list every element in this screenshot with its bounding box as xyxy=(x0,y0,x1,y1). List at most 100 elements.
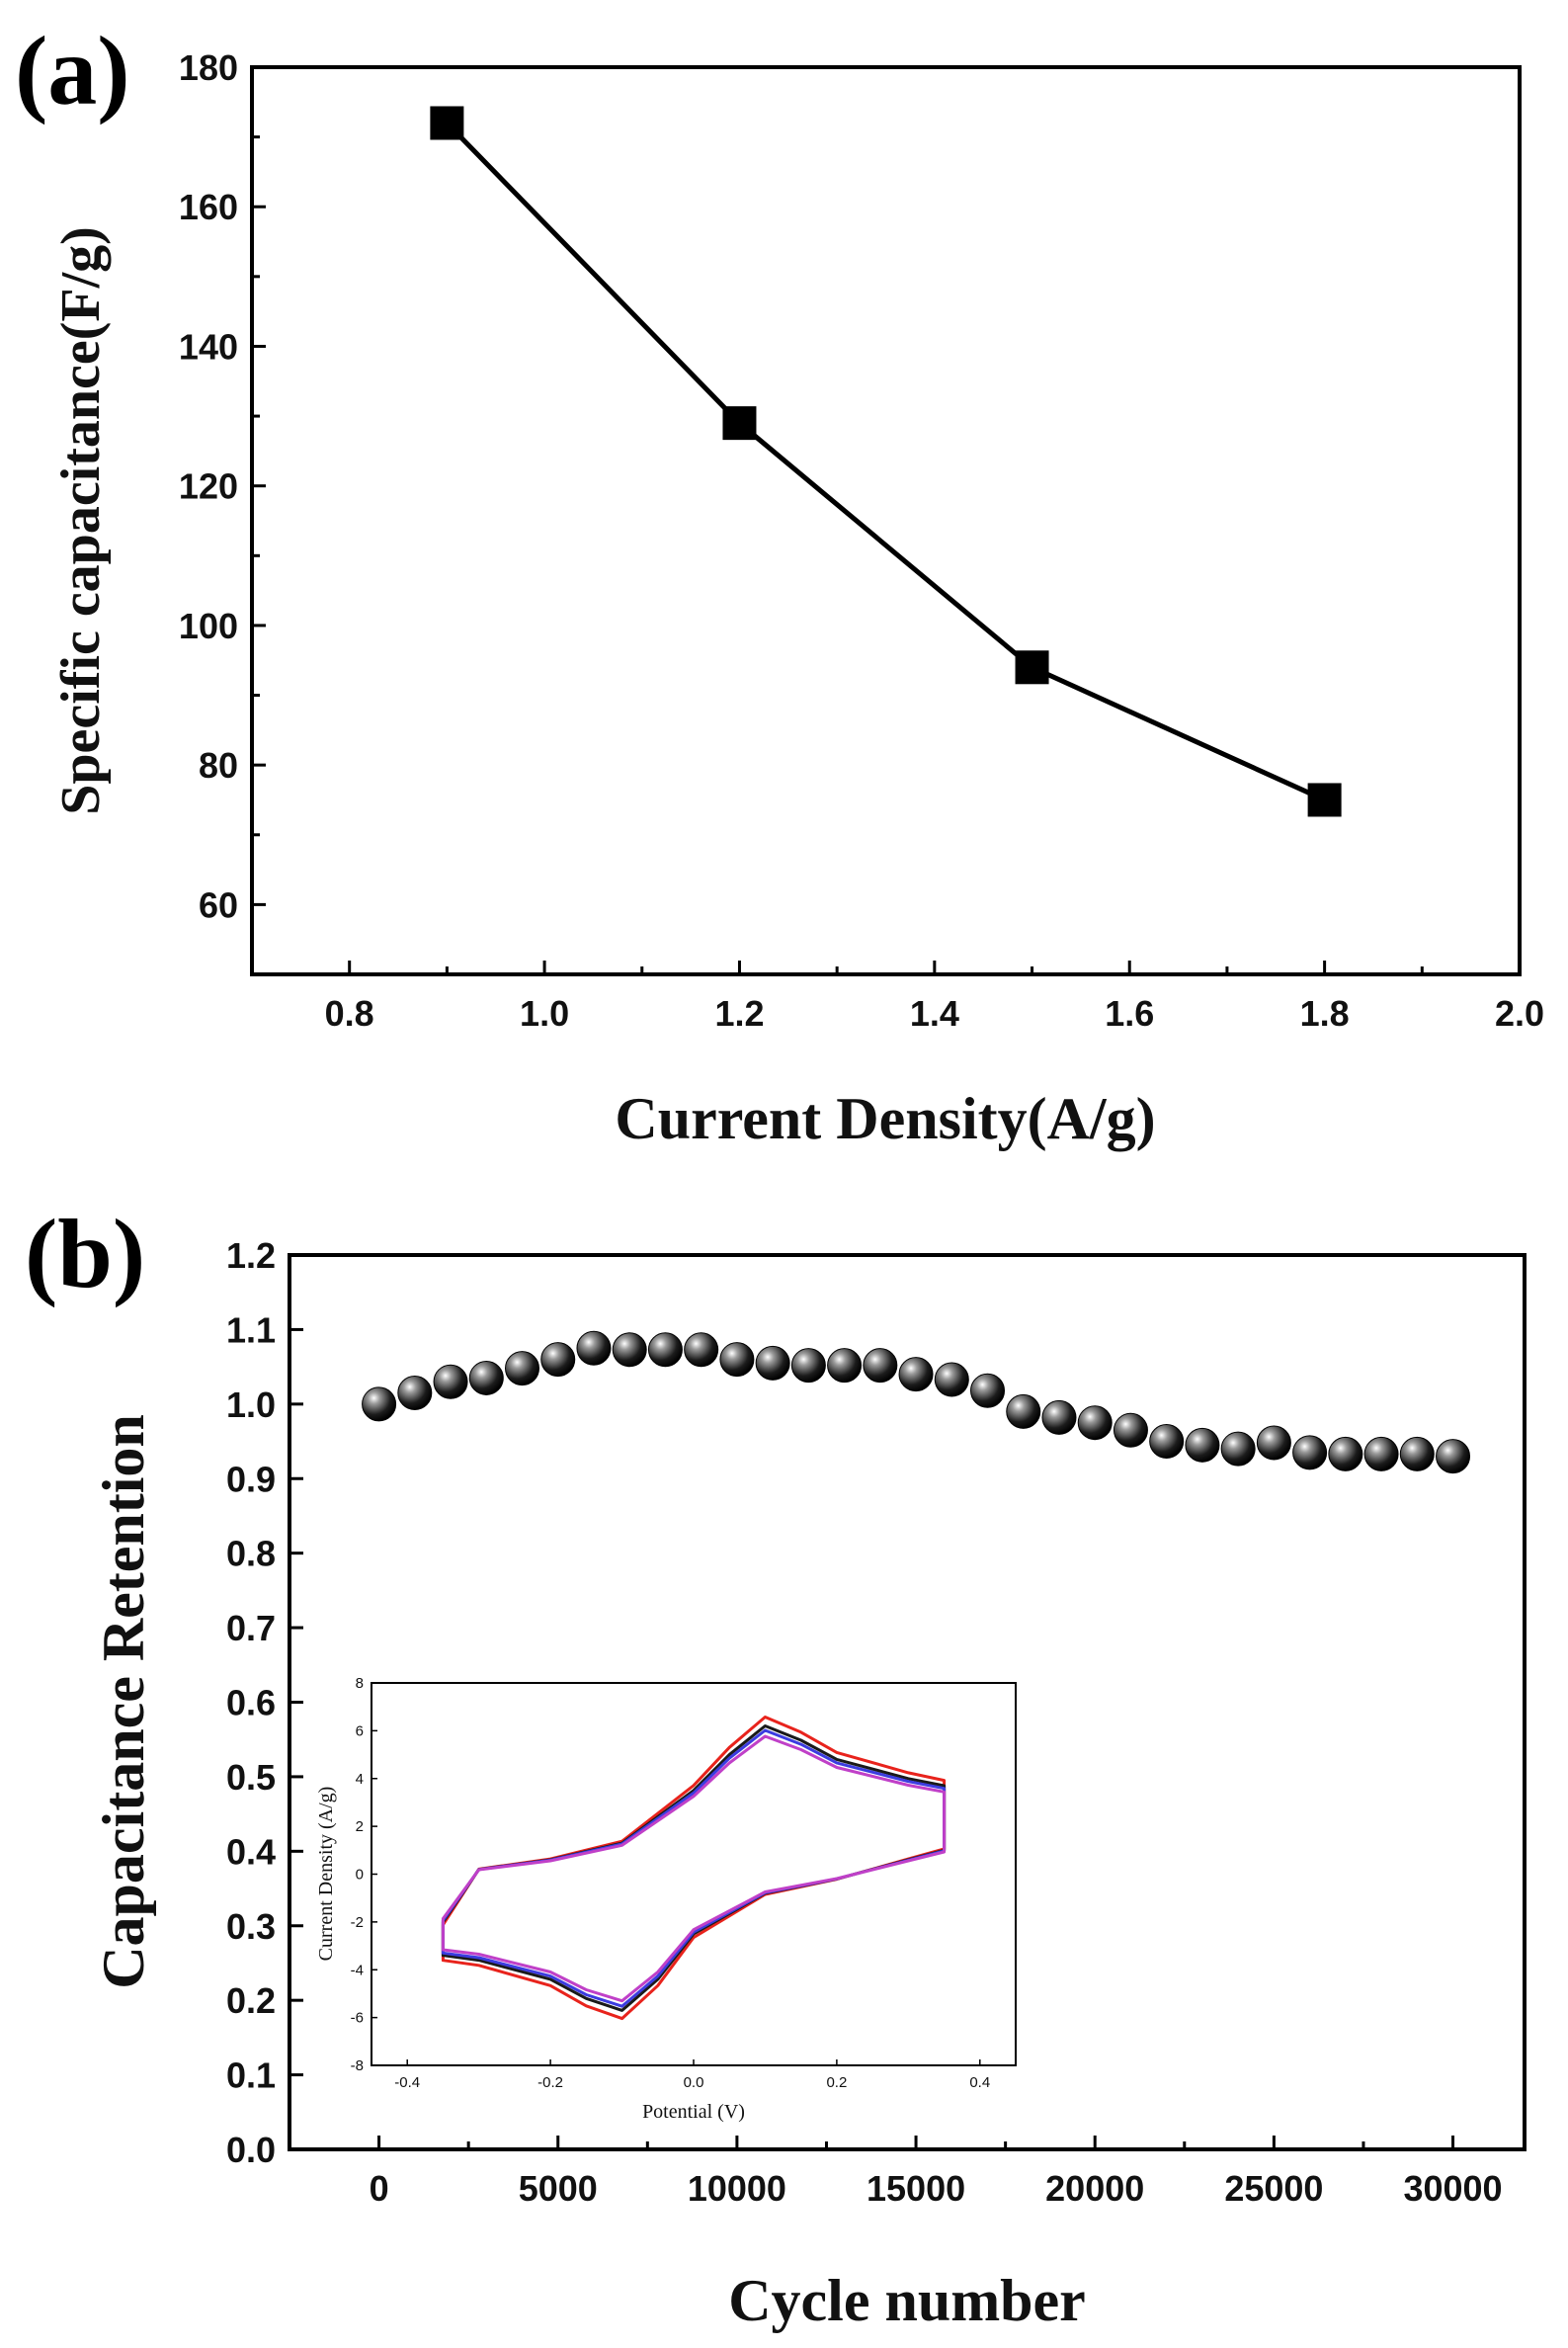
panel-b-y-tick-label: 1.2 xyxy=(226,1235,276,1276)
inset-y-tick-label: -4 xyxy=(351,1962,364,1978)
panel-b-data-point xyxy=(1185,1427,1220,1463)
panel-b-label: (b) xyxy=(25,1199,145,1308)
panel-b-data-point xyxy=(1006,1393,1041,1429)
panel-a-x-tick-label: 1.6 xyxy=(1105,993,1154,1034)
inset-y-tick-label: -2 xyxy=(351,1914,364,1931)
panel-b-data-point xyxy=(1220,1431,1256,1467)
panel-b-data-point xyxy=(1363,1436,1399,1471)
panel-b-data-point xyxy=(898,1357,934,1392)
panel-b-x-tick-label: 20000 xyxy=(1045,2168,1144,2209)
panel-a-y-tick-label: 160 xyxy=(179,187,238,227)
panel-b-data-point xyxy=(755,1345,790,1381)
panel-b: (b) 0.0 0.1 0.2 0.3 0.4 0.5 0.6 0.7 0.8 0.9 1.0 1.1… xyxy=(25,1199,1527,2333)
panel-a-y-tick-label: 60 xyxy=(199,884,238,925)
inset-curve-cycle-D xyxy=(441,1734,947,2003)
panel-b-data-point xyxy=(647,1332,683,1368)
panel-b-y-tick-label: 1.1 xyxy=(226,1309,276,1350)
panel-b-data-point xyxy=(684,1332,719,1368)
panel-a-points xyxy=(430,106,1342,817)
inset-x-tick-label: 0.4 xyxy=(969,2074,990,2091)
panel-b-data-point xyxy=(362,1386,397,1422)
inset-y-tick-label: 8 xyxy=(356,1675,364,1692)
panel-a-x-axis-label: Current Density(A/g) xyxy=(615,1086,1155,1151)
panel-b-y-tick-label: 0.0 xyxy=(226,2130,276,2170)
panel-a-x-tick-label: 1.2 xyxy=(714,993,764,1034)
inset-x-tick-label: -0.4 xyxy=(394,2074,420,2091)
inset-frame xyxy=(371,1682,1017,2066)
inset-y-tick-label: 6 xyxy=(356,1722,364,1739)
panel-b-x-tick-label: 5000 xyxy=(519,2168,598,2209)
panel-b-data-point xyxy=(863,1348,898,1384)
panel-b-y-tick-label: 0.2 xyxy=(226,1980,276,2021)
inset-x-tick-label: 0.2 xyxy=(826,2074,847,2091)
panel-b-x-axis-label: Cycle number xyxy=(728,2268,1086,2333)
panel-a-x-tick-label: 1.4 xyxy=(910,993,959,1034)
panel-b-y-tick-label: 0.8 xyxy=(226,1534,276,1574)
panel-a-y-tick-label: 140 xyxy=(179,326,238,367)
panel-a-y-axis-label: Specific capacitance(F/g) xyxy=(50,226,112,815)
panel-b-data-point xyxy=(468,1360,504,1395)
panel-b-data-point xyxy=(1256,1425,1291,1461)
panel-b-data-point xyxy=(397,1376,433,1411)
panel-b-x-tick-label: 15000 xyxy=(867,2168,965,2209)
panel-b-data-point xyxy=(540,1342,576,1378)
panel-b-y-tick-label: 0.9 xyxy=(226,1459,276,1499)
panel-b-x-tick-label: 0 xyxy=(370,2168,389,2209)
panel-b-x-tick-label: 30000 xyxy=(1403,2168,1502,2209)
panel-a-data-point xyxy=(1307,783,1342,817)
panel-b-data-point xyxy=(576,1330,612,1366)
panel-b-y-tick-label: 0.6 xyxy=(226,1683,276,1723)
inset-x-ticks: -0.4 -0.2 0.0 0.2 0.4 xyxy=(394,2059,990,2091)
inset-y-tick-label: 0 xyxy=(356,1867,364,1884)
panel-b-data-point xyxy=(612,1332,647,1368)
panel-a-series-line xyxy=(445,121,1326,802)
panel-b-data-point xyxy=(934,1362,969,1397)
panel-a-data-point xyxy=(1015,650,1049,685)
panel-a-y-tick-label: 100 xyxy=(179,606,238,646)
panel-b-y-tick-label: 1.0 xyxy=(226,1384,276,1425)
panel-b-data-point xyxy=(433,1364,468,1399)
panel-b-y-ticks: 0.0 0.1 0.2 0.3 0.4 0.5 0.6 0.7 0.8 0.9 1.0 1.1 1.2 xyxy=(226,1235,303,2170)
panel-a-y-ticks: 60 80 100 120 140 160 180 xyxy=(179,47,266,925)
panel-b-data-point xyxy=(1077,1405,1113,1441)
panel-b-data-point xyxy=(1149,1424,1185,1460)
panel-a-y-tick-label: 120 xyxy=(179,466,238,507)
panel-b-data-point xyxy=(827,1348,863,1384)
panel-a: (a) 60 80 100 120 140 160 180 0.8 1.0 1.2 1.4 1.6 1… xyxy=(15,16,1544,1151)
panel-b-data-point xyxy=(970,1373,1006,1408)
panel-a-x-tick-label: 2.0 xyxy=(1495,993,1544,1034)
panel-b-data-point xyxy=(790,1348,826,1384)
panel-b-y-axis-label: Capacitance Retention xyxy=(91,1414,156,1989)
inset-y-tick-label: -6 xyxy=(351,2010,364,2027)
inset-x-tick-label: 0.0 xyxy=(684,2074,704,2091)
panel-b-data-point xyxy=(505,1351,540,1386)
panel-b-y-tick-label: 0.7 xyxy=(226,1608,276,1648)
panel-b-x-tick-label: 25000 xyxy=(1224,2168,1323,2209)
panel-b-data-point xyxy=(1399,1436,1435,1471)
panel-a-y-tick-label: 180 xyxy=(179,47,238,88)
panel-b-data-point xyxy=(1041,1399,1077,1435)
panel-b-data-point xyxy=(1292,1435,1328,1470)
inset-cv-plot: -8 -6 -4 -2 0 2 4 6 8 -0.4 -0.2 0.0 0.2 0.4 Potentia… xyxy=(315,1675,1017,2123)
panel-b-x-ticks: 0 5000 10000 15000 20000 25000 30000 xyxy=(370,2136,1503,2209)
inset-y-tick-label: -8 xyxy=(351,2057,364,2074)
panel-b-y-tick-label: 0.3 xyxy=(226,1906,276,1947)
panel-a-y-tick-label: 80 xyxy=(199,745,238,786)
inset-y-tick-label: 2 xyxy=(356,1818,364,1835)
panel-a-data-point xyxy=(722,406,757,441)
panel-a-x-tick-label: 1.8 xyxy=(1300,993,1350,1034)
inset-y-tick-label: 4 xyxy=(356,1771,364,1788)
inset-curves xyxy=(441,1716,947,2021)
panel-b-y-tick-label: 0.5 xyxy=(226,1757,276,1798)
panel-a-frame xyxy=(250,65,1522,976)
panel-a-x-tick-label: 0.8 xyxy=(325,993,374,1034)
panel-b-y-tick-label: 0.4 xyxy=(226,1831,276,1872)
panel-b-data-point xyxy=(719,1342,755,1378)
inset-x-tick-label: -0.2 xyxy=(537,2074,563,2091)
panel-b-data-point xyxy=(1113,1412,1148,1448)
panel-b-data-point xyxy=(1436,1439,1471,1474)
inset-x-axis-label: Potential (V) xyxy=(642,2101,745,2123)
panel-b-x-tick-label: 10000 xyxy=(688,2168,786,2209)
panel-a-x-tick-label: 1.0 xyxy=(520,993,569,1034)
